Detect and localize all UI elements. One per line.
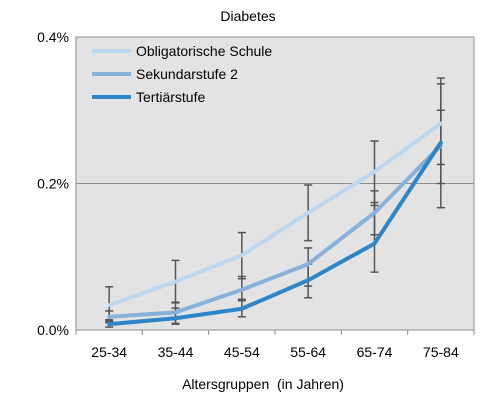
- x-tick-label: 55-64: [290, 344, 326, 360]
- legend-label-sekundarstufe-2: Sekundarstufe 2: [136, 66, 238, 82]
- series-line-1: [107, 143, 443, 319]
- x-tick-label: 45-54: [224, 344, 260, 360]
- y-tick-label: 0.2%: [37, 176, 69, 192]
- chart-title: Diabetes: [220, 8, 275, 24]
- x-tick-label: 25-34: [91, 344, 127, 360]
- y-axis-ticks: 0.0% 0.2% 0.4%: [37, 29, 69, 338]
- x-tick-label: 75-84: [423, 344, 459, 360]
- y-tick-label: 0.0%: [37, 322, 69, 338]
- x-tick-label: 65-74: [357, 344, 393, 360]
- series-lines: [107, 121, 443, 327]
- legend: Obligatorische Schule Sekundarstufe 2 Te…: [92, 43, 272, 105]
- y-tick-label: 0.4%: [37, 29, 69, 45]
- series-line-0: [107, 121, 443, 308]
- legend-label-obligatorische-schule: Obligatorische Schule: [136, 43, 272, 59]
- x-tick-label: 35-44: [158, 344, 194, 360]
- x-axis-label: Altersgruppen (in Jahren): [182, 376, 344, 392]
- series-line-2: [107, 140, 443, 327]
- x-axis-ticks: 25-34 35-44 45-54 55-64 65-74 75-84: [75, 330, 475, 360]
- legend-label-tertiaerstufe: Tertiärstufe: [136, 89, 205, 105]
